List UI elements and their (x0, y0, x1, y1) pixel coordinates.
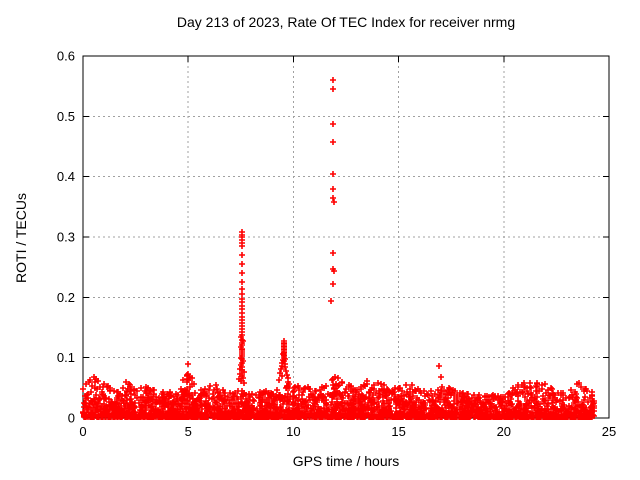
y-tick-label: 0.1 (57, 350, 75, 365)
tick-labels: 0 5 10 15 20 25 0 0.1 0.2 0.3 0.4 0.5 0.6 (57, 49, 616, 440)
y-tick-label: 0.3 (57, 230, 75, 245)
gridlines (83, 56, 609, 418)
x-tick-label: 10 (286, 424, 300, 439)
x-tick-label: 0 (79, 424, 86, 439)
x-tick-label: 25 (602, 424, 616, 439)
data-points-band (80, 371, 597, 420)
x-tick-label: 20 (497, 424, 511, 439)
x-tick-label: 15 (391, 424, 405, 439)
x-tick-label: 5 (185, 424, 192, 439)
y-axis-label: ROTI / TECUs (13, 193, 29, 283)
tick-marks (82, 55, 610, 419)
x-axis-label: GPS time / hours (292, 453, 400, 469)
chart-title: Day 213 of 2023, Rate Of TEC Index for r… (176, 14, 516, 30)
data-points-outliers (185, 77, 444, 387)
y-tick-label: 0.2 (57, 290, 75, 305)
y-tick-label: 0.5 (57, 109, 75, 124)
y-tick-label: 0.6 (57, 49, 75, 64)
y-tick-label: 0 (68, 411, 75, 426)
y-tick-label: 0.4 (57, 169, 75, 184)
plot-border (82, 55, 610, 419)
